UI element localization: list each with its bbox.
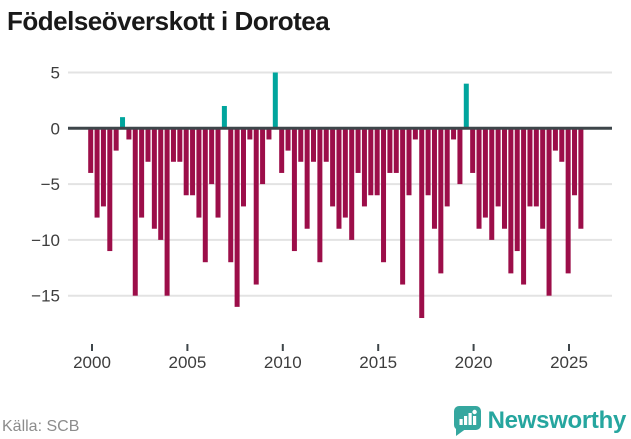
bar-2009-2: [266, 128, 272, 140]
bar-2020-2: [476, 128, 482, 229]
bar-2003-3: [158, 128, 164, 240]
y-tick-label: −5: [41, 175, 60, 194]
newsworthy-logo[interactable]: Newsworthy: [453, 405, 626, 437]
bar-2017-3: [425, 128, 431, 196]
bar-2007-1: [221, 105, 227, 129]
bar-2016-3: [406, 128, 412, 196]
bar-2006-3: [215, 128, 221, 218]
bar-2000-2: [94, 128, 100, 218]
x-tick-label: 2025: [550, 353, 588, 372]
bar-2018-3: [444, 128, 450, 207]
bar-2007-3: [234, 128, 240, 307]
bar-2011-3: [311, 128, 317, 162]
x-tick-label: 2000: [73, 353, 111, 372]
bar-2013-2: [342, 128, 348, 218]
bar-2018-1: [431, 128, 437, 229]
bar-2016-1: [393, 128, 399, 173]
bar-2017-1: [412, 128, 418, 140]
y-tick-label: 0: [51, 119, 60, 138]
bar-2017-2: [419, 128, 425, 319]
bar-2015-1: [374, 128, 380, 196]
y-tick-label: −10: [31, 231, 60, 250]
bar-2024-2: [552, 128, 558, 151]
bar-2022-3: [521, 128, 527, 285]
bar-2003-1: [145, 128, 151, 162]
x-tick-label: 2005: [168, 353, 206, 372]
bar-2016-2: [400, 128, 406, 285]
bar-2008-1: [240, 128, 246, 207]
bar-2014-2: [361, 128, 367, 207]
bar-2021-2: [495, 128, 501, 207]
bar-2000-3: [100, 128, 106, 207]
bar-2024-1: [546, 128, 552, 296]
bar-2025-3: [578, 128, 584, 229]
bar-2012-1: [317, 128, 323, 263]
bar-2020-3: [482, 128, 488, 218]
x-tick-label: 2020: [455, 353, 493, 372]
bar-2006-1: [202, 128, 208, 263]
bar-2013-3: [349, 128, 355, 240]
bar-2014-3: [368, 128, 374, 196]
bar-2004-2: [170, 128, 176, 162]
bar-2002-2: [132, 128, 138, 296]
chart-title: Födelseöverskott i Dorotea: [7, 6, 330, 36]
bar-2000-1: [88, 128, 94, 173]
bar-2023-1: [527, 128, 533, 207]
bar-2007-2: [228, 128, 234, 263]
bar-2002-1: [126, 128, 132, 140]
bar-2004-3: [177, 128, 183, 162]
bar-2015-2: [381, 128, 387, 263]
bar-2010-1: [279, 128, 285, 173]
bar-2018-2: [438, 128, 444, 274]
bar-2020-1: [470, 128, 476, 173]
bar-2008-2: [247, 128, 253, 140]
bar-2023-2: [533, 128, 539, 207]
bar-2013-1: [336, 128, 342, 229]
bar-2012-3: [330, 128, 336, 207]
bar-2001-2: [113, 128, 119, 151]
bar-2005-2: [190, 128, 196, 196]
bar-2025-1: [565, 128, 571, 274]
newsworthy-wordmark: Newsworthy: [487, 407, 627, 434]
source-label: Källa: SCB: [2, 418, 80, 435]
bar-2023-3: [540, 128, 546, 229]
y-tick-label: −15: [31, 287, 60, 306]
birth-surplus-bar-chart: 5 0 −5 −10 −15 2000 2005 2010 2015 2020 2025: [31, 64, 612, 372]
bar-2005-3: [196, 128, 202, 218]
bar-2019-1: [451, 128, 457, 140]
bar-2022-1: [508, 128, 514, 274]
x-tick-label: 2015: [359, 353, 397, 372]
bar-2006-2: [209, 128, 215, 185]
bar-2015-3: [387, 128, 393, 173]
bar-2002-3: [139, 128, 145, 218]
bar-2009-1: [260, 128, 266, 185]
bar-2009-3: [272, 72, 278, 129]
bar-2019-3: [463, 83, 469, 129]
newsworthy-bubble-icon: [453, 406, 481, 436]
bar-2004-1: [164, 128, 170, 296]
bar-2001-3: [120, 117, 126, 129]
x-tick-label: 2010: [264, 353, 302, 372]
bar-2022-2: [514, 128, 520, 252]
bar-2010-3: [291, 128, 297, 252]
y-tick-label: 5: [51, 64, 60, 83]
bar-2021-1: [489, 128, 495, 240]
bar-2011-1: [298, 128, 304, 162]
bar-2012-2: [323, 128, 329, 162]
bar-2010-2: [285, 128, 291, 151]
bar-2025-2: [572, 128, 578, 196]
bar-2011-2: [304, 128, 310, 229]
bar-2014-1: [355, 128, 361, 173]
bar-2024-3: [559, 128, 565, 162]
bar-2008-3: [253, 128, 259, 285]
bar-2003-2: [151, 128, 157, 229]
bar-2019-2: [457, 128, 463, 185]
bar-2021-3: [501, 128, 507, 229]
bar-2005-1: [183, 128, 189, 196]
bar-2001-1: [107, 128, 113, 252]
